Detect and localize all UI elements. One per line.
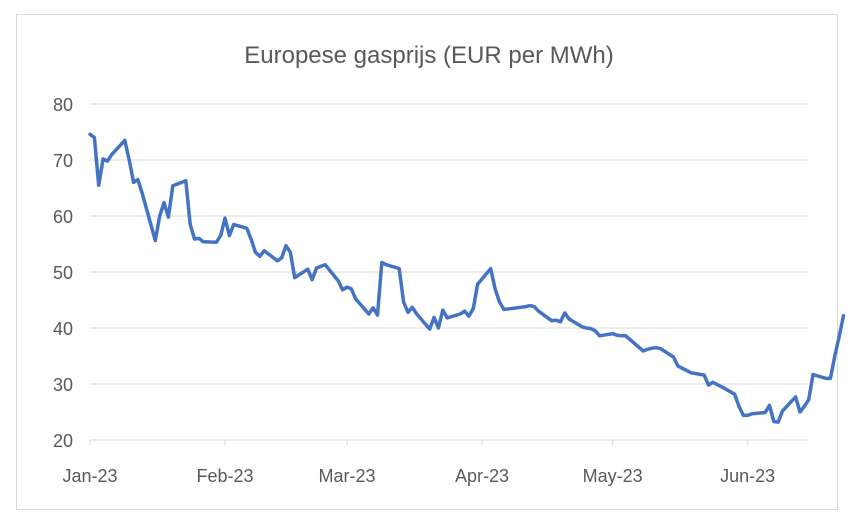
x-tick-label: Feb-23 xyxy=(196,466,253,486)
y-axis-ticks: 20 30 40 50 60 70 80 xyxy=(53,95,73,451)
x-tick-label: Jan-23 xyxy=(62,466,117,486)
x-axis: Jan-23 Feb-23 Mar-23 Apr-23 May-23 Jun-23 xyxy=(62,439,808,486)
series-layer xyxy=(88,132,846,424)
y-tick-label: 70 xyxy=(53,151,73,171)
y-tick-label: 20 xyxy=(53,431,73,451)
x-tick-label: Jun-23 xyxy=(720,466,775,486)
x-tick-label: Mar-23 xyxy=(318,466,375,486)
series-line xyxy=(88,132,846,424)
y-tick-label: 40 xyxy=(53,319,73,339)
y-tick-label: 60 xyxy=(53,207,73,227)
y-tick-label: 30 xyxy=(53,375,73,395)
chart-title: Europese gasprijs (EUR per MWh) xyxy=(244,42,613,69)
y-tick-label: 50 xyxy=(53,263,73,283)
chart-frame xyxy=(16,14,838,510)
gridlines xyxy=(90,103,808,385)
x-tick-label: Apr-23 xyxy=(455,466,509,486)
y-tick-label: 80 xyxy=(53,95,73,115)
x-tick-label: May-23 xyxy=(583,466,643,486)
